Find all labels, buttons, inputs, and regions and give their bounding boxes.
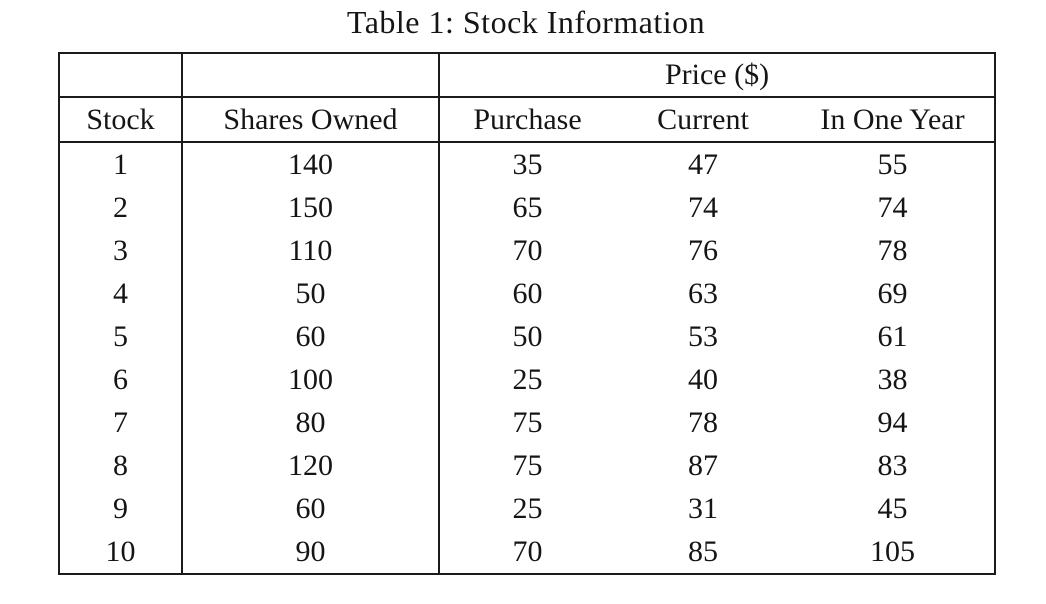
cell-current: 74 <box>688 190 718 224</box>
column-header-row: Stock Shares Owned Purchase Current In O… <box>59 97 995 143</box>
cell-purchase: 25 <box>512 362 543 396</box>
cell-shares: 140 <box>182 142 440 186</box>
cell-purchase: 75 <box>512 405 543 439</box>
table-row: 9 60 25 31 45 <box>59 487 995 530</box>
cell-in-one-year: 74 <box>877 190 908 224</box>
cell-shares: 110 <box>182 229 440 272</box>
cell-current: 78 <box>688 405 718 439</box>
cell-shares: 60 <box>182 315 440 358</box>
cell-purchase: 70 <box>512 534 543 568</box>
cell-in-one-year: 94 <box>877 405 908 439</box>
stock-information-table: Price ($) Stock Shares Owned Purchase Cu… <box>58 52 996 575</box>
cell-purchase: 75 <box>512 448 543 482</box>
cell-purchase: 65 <box>512 190 543 224</box>
cell-shares: 60 <box>182 487 440 530</box>
table-row: 3 110 70 76 78 <box>59 229 995 272</box>
cell-current: 53 <box>688 319 718 353</box>
cell-purchase: 50 <box>512 319 543 353</box>
col-header-purchase: Purchase <box>439 97 615 143</box>
cell-stock: 1 <box>59 142 183 186</box>
cell-purchase: 60 <box>512 276 543 310</box>
table-caption: Table 1: Stock Information <box>346 4 706 40</box>
cell-shares: 150 <box>182 186 440 229</box>
cell-purchase: 25 <box>512 491 543 525</box>
cell-shares: 80 <box>182 401 440 444</box>
cell-in-one-year: 38 <box>877 362 908 396</box>
cell-in-one-year: 83 <box>877 448 908 482</box>
col-header-shares-owned: Shares Owned <box>182 97 440 143</box>
cell-stock: 8 <box>59 444 183 487</box>
cell-in-one-year: 45 <box>877 491 908 525</box>
cell-in-one-year: 55 <box>877 147 908 181</box>
table-row: 2 150 65 74 74 <box>59 186 995 229</box>
cell-stock: 2 <box>59 186 183 229</box>
cell-purchase: 70 <box>512 233 543 267</box>
cell-current: 85 <box>688 534 718 568</box>
table-row: 7 80 75 78 94 <box>59 401 995 444</box>
cell-purchase: 35 <box>512 147 543 181</box>
col-header-stock: Stock <box>59 97 183 143</box>
price-group-header: Price ($) <box>439 53 995 98</box>
table-row: 8 120 75 87 83 <box>59 444 995 487</box>
cell-in-one-year: 78 <box>877 233 908 267</box>
cell-in-one-year: 105 <box>870 534 915 568</box>
cell-current: 31 <box>688 491 718 525</box>
table-row: 10 90 70 85 105 <box>59 530 995 574</box>
cell-in-one-year: 61 <box>877 319 908 353</box>
table-row: 1 140 35 47 55 <box>59 142 995 186</box>
cell-stock: 4 <box>59 272 183 315</box>
cell-stock: 5 <box>59 315 183 358</box>
cell-current: 47 <box>688 147 718 181</box>
cell-in-one-year: 69 <box>877 276 908 310</box>
cell-stock: 3 <box>59 229 183 272</box>
cell-stock: 6 <box>59 358 183 401</box>
cell-current: 87 <box>688 448 718 482</box>
table-row: 5 60 50 53 61 <box>59 315 995 358</box>
cell-stock: 7 <box>59 401 183 444</box>
col-header-current: Current <box>615 97 791 143</box>
col-header-in-one-year: In One Year <box>791 97 995 143</box>
cell-stock: 10 <box>59 530 183 574</box>
cell-shares: 100 <box>182 358 440 401</box>
empty-header-cell <box>59 53 183 98</box>
cell-current: 40 <box>688 362 718 396</box>
cell-current: 63 <box>688 276 718 310</box>
cell-shares: 120 <box>182 444 440 487</box>
cell-shares: 90 <box>182 530 440 574</box>
group-header-row: Price ($) <box>59 53 995 98</box>
cell-current: 76 <box>688 233 718 267</box>
table-row: 6 100 25 40 38 <box>59 358 995 401</box>
table-row: 4 50 60 63 69 <box>59 272 995 315</box>
cell-stock: 9 <box>59 487 183 530</box>
empty-header-cell <box>182 53 440 98</box>
cell-shares: 50 <box>182 272 440 315</box>
